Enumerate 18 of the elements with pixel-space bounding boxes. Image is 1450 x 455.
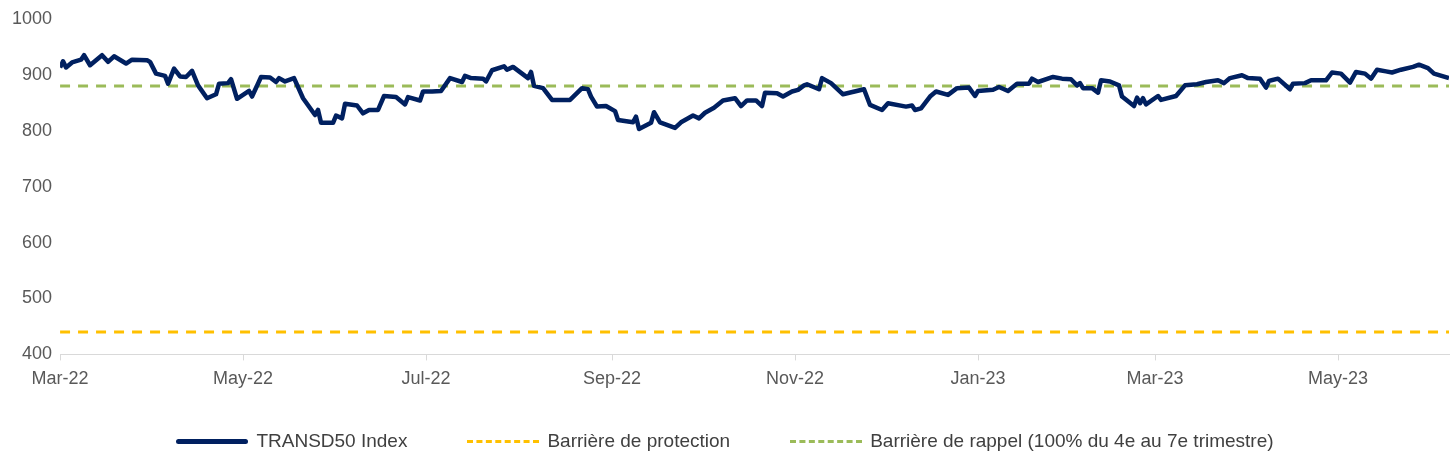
legend-label: TRANSD50 Index [256, 430, 408, 452]
legend-label: Barrière de protection [547, 430, 731, 452]
y-tick-label: 800 [22, 119, 53, 140]
x-tick-label: Mar-22 [31, 368, 89, 389]
x-tick-label: Nov-22 [766, 368, 825, 389]
x-tick-label: Jul-22 [401, 368, 451, 389]
x-tick-label: Jan-23 [950, 368, 1006, 389]
x-tick-label: Sep-22 [583, 368, 642, 389]
y-tick-label: 400 [22, 343, 53, 364]
y-tick-label: 700 [22, 175, 53, 196]
legend-label: Barrière de rappel (100% du 4e au 7e trimestre) [870, 430, 1274, 452]
x-tick-label: Mar-23 [1126, 368, 1184, 389]
x-tick-label: May-23 [1307, 368, 1369, 389]
x-tick-label: May-22 [213, 368, 274, 389]
y-tick-label: 500 [22, 287, 53, 308]
y-tick-label: 900 [22, 63, 53, 84]
y-tick-label: 600 [22, 231, 53, 252]
y-tick-label: 1000 [12, 7, 53, 28]
